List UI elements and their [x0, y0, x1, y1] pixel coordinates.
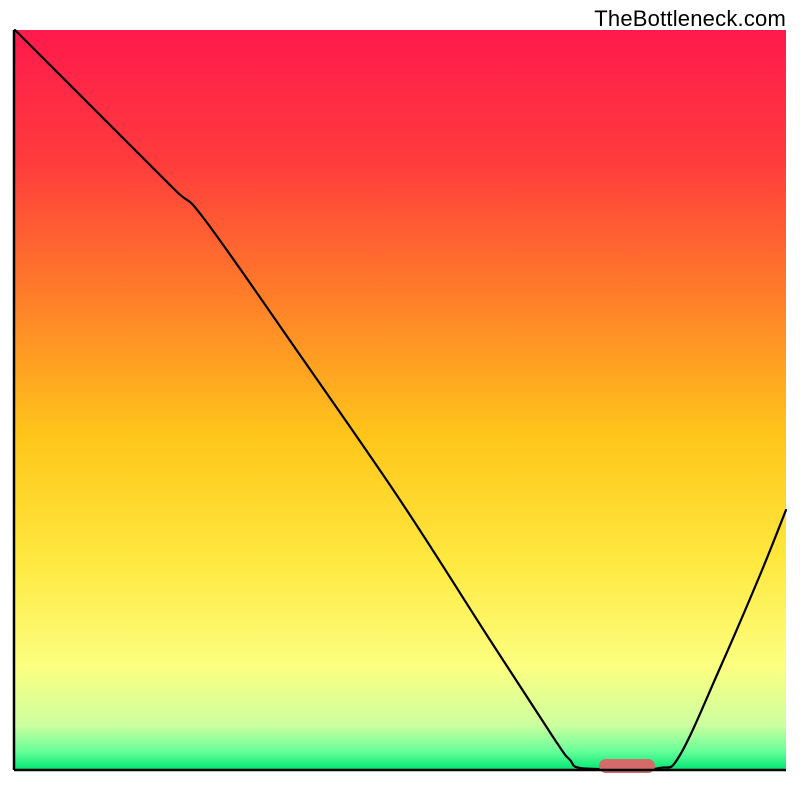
chart-svg — [0, 0, 800, 800]
bottleneck-chart: TheBottleneck.com — [0, 0, 800, 800]
watermark-text: TheBottleneck.com — [594, 6, 786, 32]
plot-background — [14, 30, 786, 770]
